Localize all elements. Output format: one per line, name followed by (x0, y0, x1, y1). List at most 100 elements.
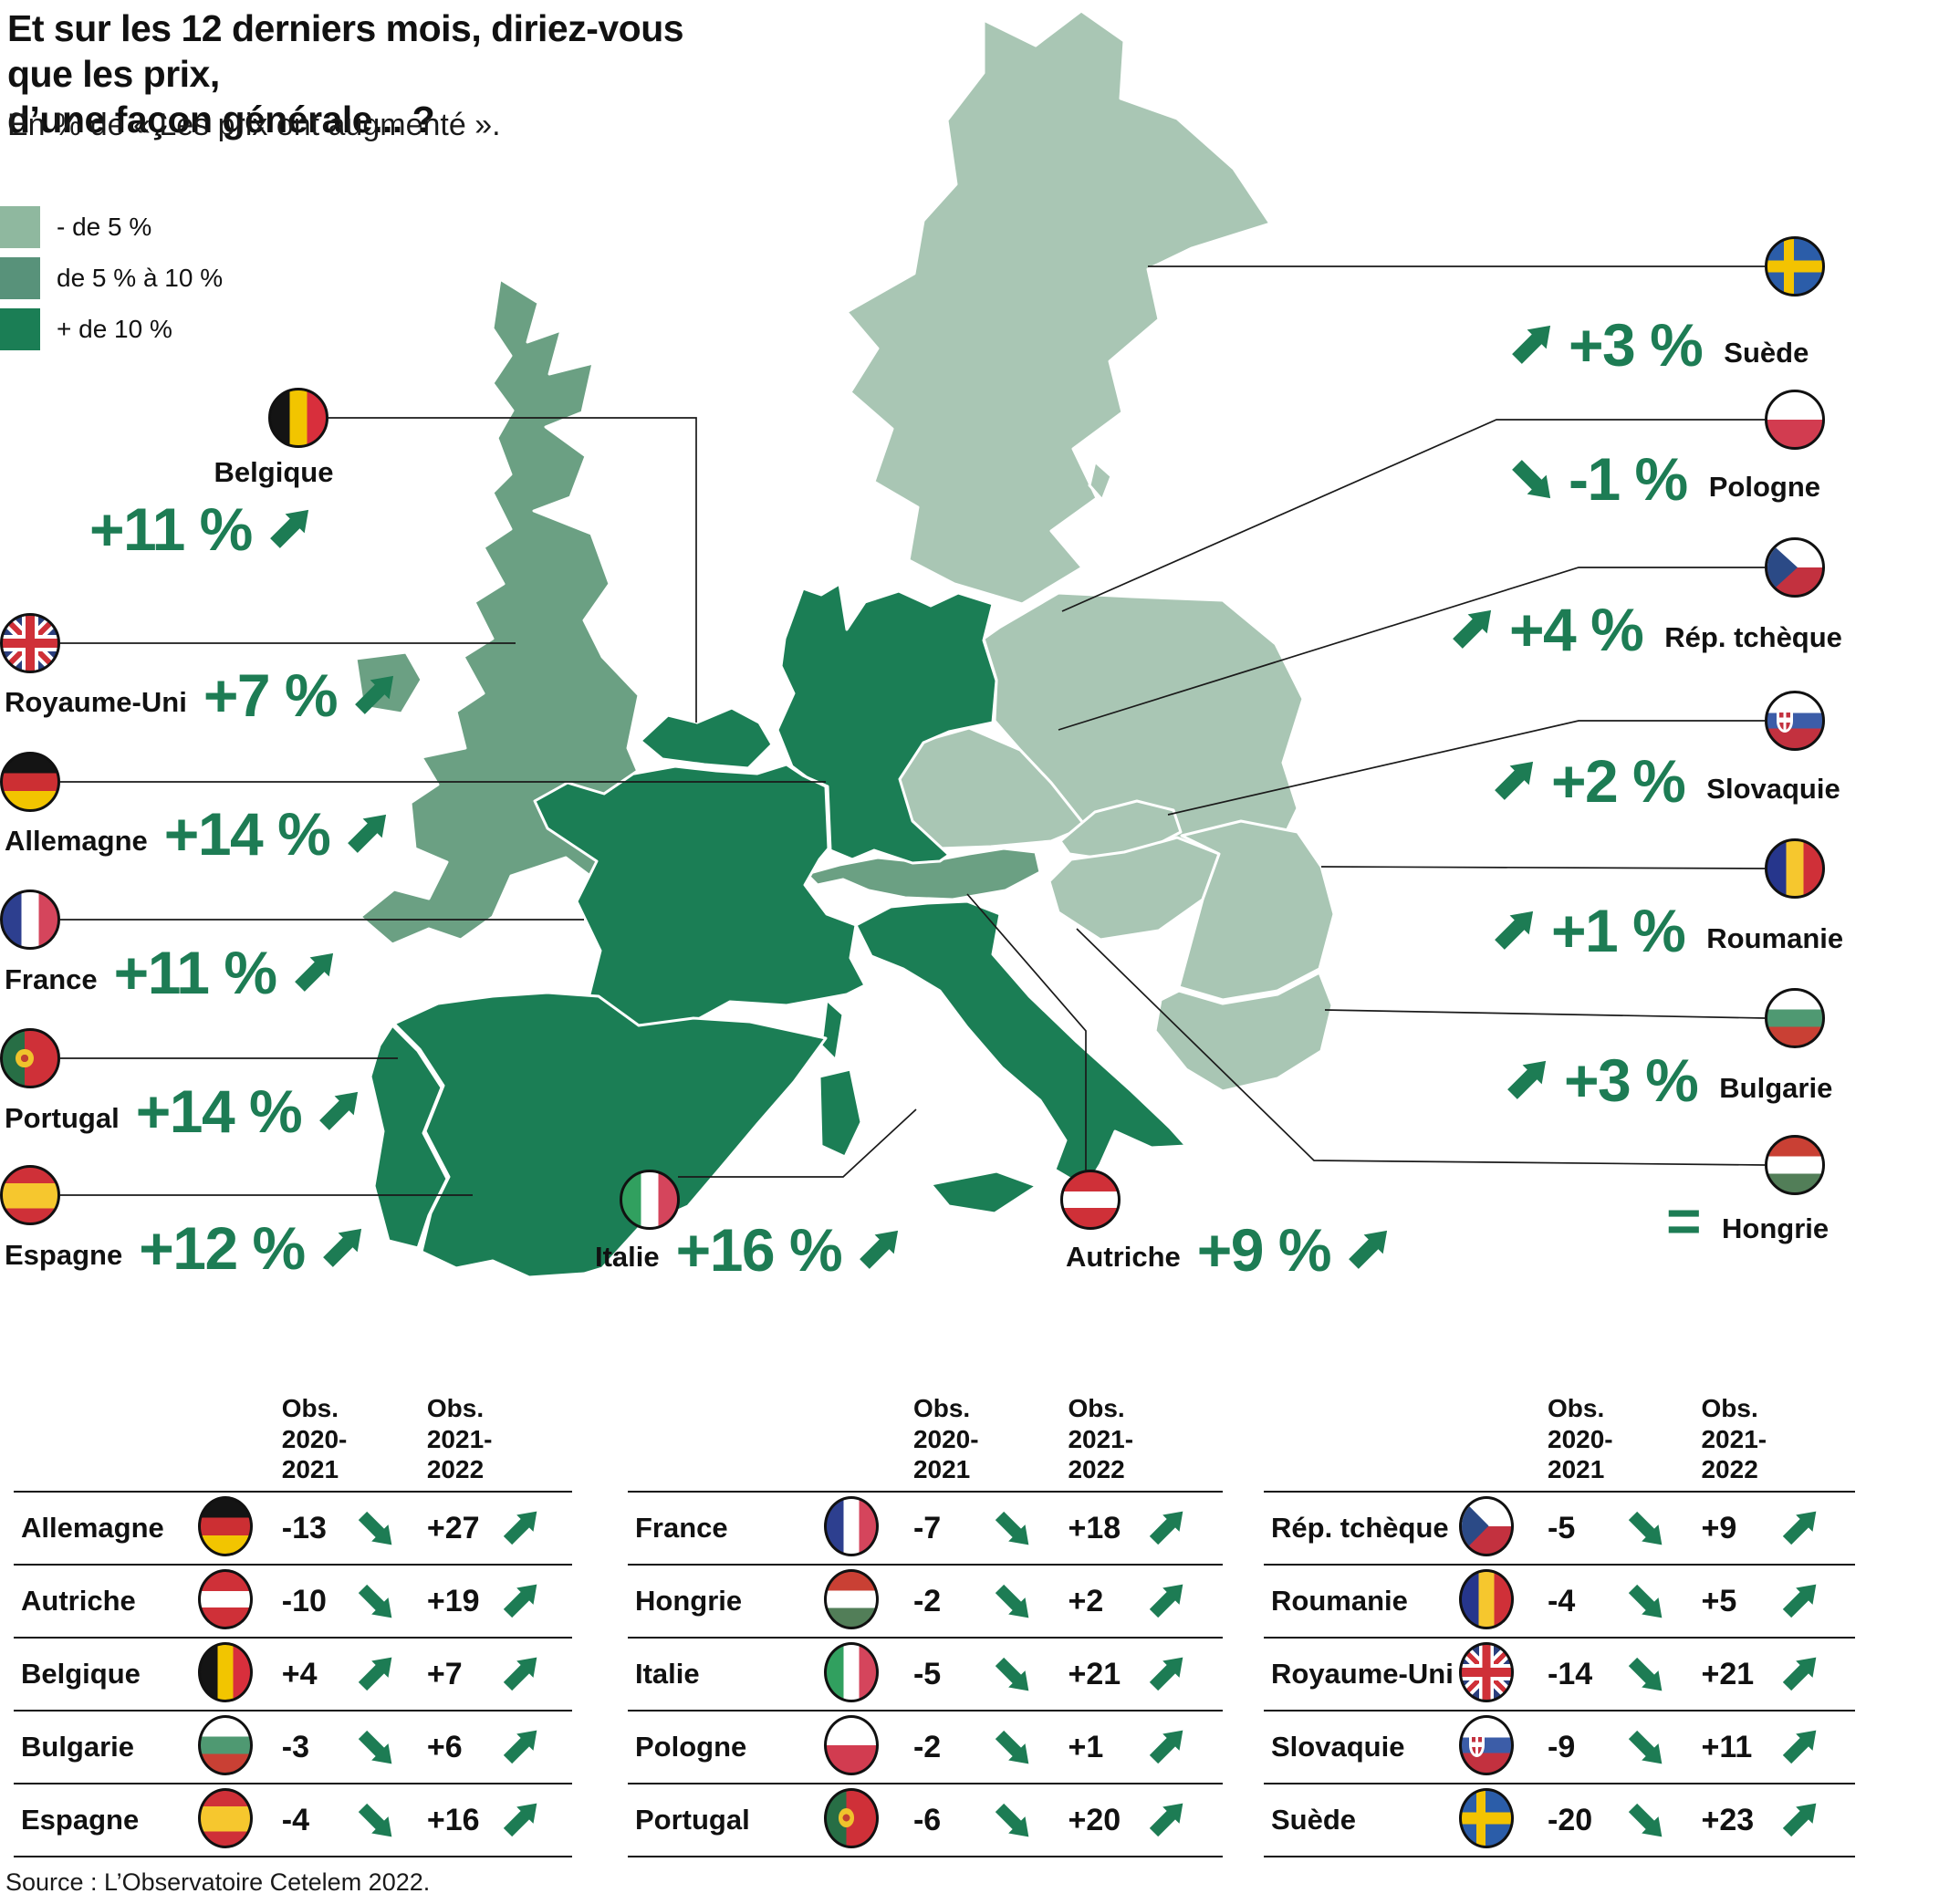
obs2-trend-icon (502, 1802, 572, 1838)
obs2-trend-icon (1781, 1729, 1855, 1765)
callout-country: Portugal (5, 1102, 120, 1134)
callout-value: +3 % (1569, 311, 1704, 379)
callout-country: Slovaquie (1706, 773, 1840, 805)
callout-belgique: +11 % (89, 493, 310, 566)
callout-roumanie: +1 % Roumanie (1493, 894, 1843, 967)
table-row: Allemagne -13 +27 (14, 1491, 572, 1564)
callout-slovaquie: +2 % Slovaquie (1493, 744, 1840, 817)
page-title: Et sur les 12 derniers mois, diriez-vous… (7, 7, 684, 141)
country-shape-sicily (929, 1170, 1038, 1215)
table-row: Roumanie -4 +5 (1264, 1564, 1855, 1637)
trend-arrow-icon (318, 1090, 360, 1132)
legend-swatch (0, 308, 40, 350)
callout-royaume-uni: Royaume-Uni +7 % (5, 659, 395, 732)
obs2-trend-icon (1781, 1510, 1855, 1546)
country-name: Italie (635, 1658, 700, 1690)
callout-country: Italie (595, 1241, 660, 1273)
obs1-trend-icon (994, 1729, 1069, 1765)
callout-country: Rép. tchèque (1664, 621, 1842, 653)
obs-col-header: Obs. 2021- 2022 (1701, 1394, 1767, 1484)
country-name: Belgique (21, 1658, 141, 1690)
obs1-trend-icon (1627, 1510, 1701, 1546)
country-flag-icon (197, 1641, 253, 1702)
table-row: Bulgarie -3 +6 (14, 1710, 572, 1783)
country-flag-icon (197, 1787, 253, 1848)
callout-autriche: Autriche +9 % (1066, 1213, 1389, 1286)
obs-table: Obs. 2020- 2021 Obs. 2021- 2022 France -… (628, 1367, 1223, 1857)
country-flag-icon (197, 1495, 253, 1556)
callout-portugal: Portugal +14 % (5, 1075, 360, 1148)
obs2-trend-icon (502, 1510, 572, 1546)
callout-value: +9 % (1196, 1216, 1332, 1284)
legend-item: + de 10 % (0, 308, 172, 350)
obs2-value: +9 (1701, 1510, 1737, 1545)
callout-country: Espagne (5, 1239, 123, 1271)
table-row: Royaume-Uni -14 +21 (1264, 1637, 1855, 1710)
country-flag-icon (1458, 1568, 1514, 1629)
callout-espagne: Espagne +12 % (5, 1212, 363, 1285)
flag-roumanie-icon (1765, 838, 1825, 899)
obs2-value: +20 (1068, 1802, 1121, 1837)
obs1-trend-icon (357, 1583, 427, 1619)
callout-line-hongrie (1076, 928, 1766, 1166)
country-name: Allemagne (21, 1512, 164, 1544)
obs2-value: +6 (426, 1729, 463, 1764)
country-shape-belgium (639, 706, 774, 770)
obs1-value: -2 (912, 1583, 942, 1618)
country-flag-icon (824, 1787, 880, 1848)
flag-espagne-icon (0, 1165, 60, 1225)
obs2-trend-icon (1148, 1802, 1223, 1838)
callout-value: +16 % (675, 1216, 843, 1284)
obs1-value: -6 (912, 1802, 942, 1837)
country-shape-great-britain (359, 277, 655, 946)
obs1-trend-icon (357, 1510, 427, 1546)
source-note: Source : L’Observatoire Cetelem 2022. (5, 1868, 431, 1896)
obs1-value: -14 (1548, 1656, 1593, 1691)
callout-suede: +3 % Suède (1510, 308, 1809, 381)
table-row: Hongrie -2 +2 (628, 1564, 1223, 1637)
flag-slovaquie-icon (1765, 691, 1825, 751)
obs1-trend-icon (1627, 1802, 1701, 1838)
country-name: Slovaquie (1271, 1731, 1405, 1763)
callout-hongrie: = Hongrie (1650, 1184, 1829, 1257)
obs1-trend-icon (1627, 1729, 1701, 1765)
obs2-trend-icon (502, 1656, 572, 1692)
flag-portugal-icon (0, 1028, 60, 1088)
table-row: Slovaquie -9 +11 (1264, 1710, 1855, 1783)
country-shape-gotland (1088, 460, 1113, 502)
obs2-value: +19 (426, 1583, 480, 1618)
country-flag-icon (1458, 1714, 1514, 1775)
country-name: Suède (1271, 1804, 1357, 1836)
callout-line-pologne (1061, 419, 1765, 612)
obs2-value: +7 (426, 1656, 463, 1691)
legend-label: + de 10 % (57, 315, 172, 343)
trend-arrow-icon (321, 1227, 363, 1269)
callout-line-slovaquie (1167, 720, 1765, 816)
callout-pologne: -1 % Pologne (1510, 442, 1820, 515)
country-flag-icon (824, 1641, 880, 1702)
obs2-trend-icon (1148, 1510, 1223, 1546)
trend-arrow-icon (353, 674, 395, 716)
obs1-value: -10 (281, 1583, 327, 1618)
obs2-trend-icon (502, 1583, 572, 1619)
trend-arrow-icon (1451, 609, 1493, 650)
callout-value: +1 % (1551, 897, 1686, 964)
country-name: Espagne (21, 1804, 140, 1836)
callout-line-belgique (328, 417, 697, 723)
callout-value: = (1666, 1187, 1702, 1254)
table-row: Belgique +4 +7 (14, 1637, 572, 1710)
obs1-trend-icon (1627, 1583, 1701, 1619)
flag-italie-icon (620, 1170, 680, 1230)
obs2-trend-icon (1781, 1583, 1855, 1619)
obs1-value: -20 (1548, 1802, 1593, 1837)
table-row: Suède -20 +23 (1264, 1783, 1855, 1857)
callout-country: Roumanie (1706, 922, 1844, 954)
flag-pologne-icon (1765, 390, 1825, 450)
obs1-value: -5 (1548, 1510, 1576, 1545)
trend-arrow-icon (1506, 1059, 1548, 1101)
country-name: Roumanie (1271, 1585, 1408, 1617)
table-row: France -7 +18 (628, 1491, 1223, 1564)
legend-item: - de 5 % (0, 206, 151, 248)
obs2-trend-icon (1781, 1656, 1855, 1692)
